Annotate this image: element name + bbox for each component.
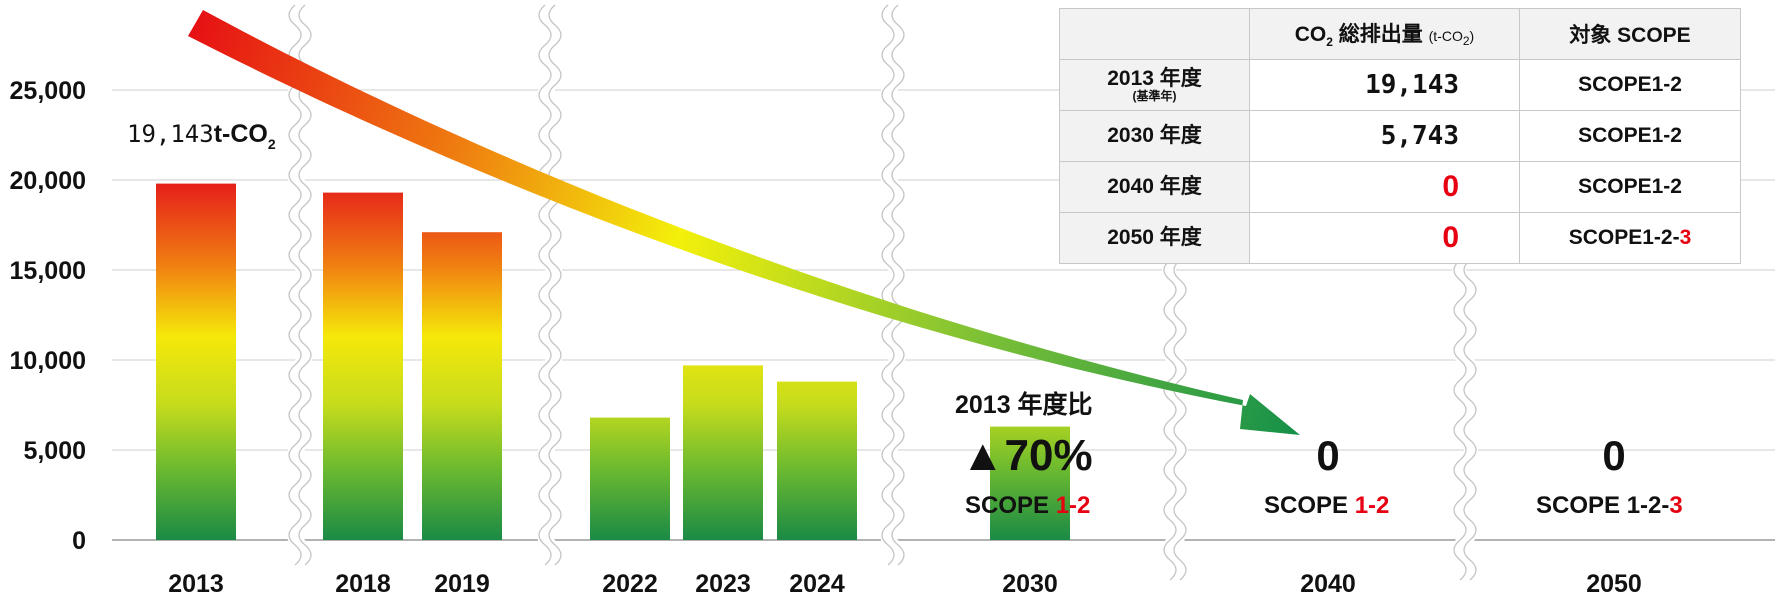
table-row: 2030 年度 5,743 SCOPE1-2 (1059, 110, 1741, 162)
x-label-2019: 2019 (434, 570, 490, 594)
svg-text:19,143t-CO2: 19,143t-CO2 (127, 120, 276, 152)
y-tick-label: 15,000 (10, 257, 86, 285)
table-row-value: 5,743 (1249, 110, 1520, 162)
svg-text:SCOPE 1-2-3: SCOPE 1-2-3 (1536, 492, 1683, 519)
target-2030-line2: ▲70% (961, 431, 1093, 480)
axis-break-line (298, 4, 312, 566)
table-row-value: 19,143 (1249, 59, 1520, 111)
x-label-2023: 2023 (695, 570, 751, 594)
table-header-emissions: CO2 総排出量 (t-CO2) (1249, 8, 1520, 60)
base-value: 19,143 (127, 120, 214, 148)
axis-break-line (1173, 259, 1187, 581)
target-2030-scope-red: 1-2 (1056, 492, 1091, 519)
target-2040-scope-red: 1-2 (1355, 492, 1390, 519)
base-unit: t-CO (214, 120, 268, 148)
bar-2018 (323, 192, 403, 540)
table-row-scope: SCOPE1-2 (1519, 59, 1741, 111)
y-tick-label: 25,000 (10, 77, 86, 105)
x-label-2013: 2013 (168, 570, 224, 594)
axis-break-gap (1162, 254, 1188, 586)
bar-2030 (990, 426, 1070, 540)
x-label-2022: 2022 (602, 570, 658, 594)
axis-break-gap (287, 0, 313, 571)
target-2050-value: 0 (1602, 432, 1625, 479)
bar-2024 (777, 381, 857, 540)
base-unit-sub: 2 (268, 136, 276, 152)
table-row-year: 2050 年度 (1059, 212, 1250, 264)
x-label-2018: 2018 (335, 570, 391, 594)
table-header-row: CO2 総排出量 (t-CO2) 対象 SCOPE (1059, 8, 1741, 60)
axis-break-line (1163, 259, 1177, 581)
x-label-2024: 2024 (789, 570, 845, 594)
x-axis-labels: 2013 2018 2019 2022 2023 2024 2030 2040 2050 (168, 570, 1642, 594)
x-label-2050: 2050 (1586, 570, 1642, 594)
bar-2013 (156, 183, 236, 540)
axis-break-line (1453, 259, 1467, 581)
table-row: 2040 年度 0 SCOPE1-2 (1059, 161, 1741, 213)
svg-text:SCOPE 1-2: SCOPE 1-2 (965, 492, 1090, 519)
table-row-scope: SCOPE1-2 (1519, 110, 1741, 162)
co2-summary-table: CO2 総排出量 (t-CO2) 対象 SCOPE 2013 年度 (基準年) 1… (1059, 8, 1741, 264)
target-2040-scope: SCOPE (1264, 492, 1355, 519)
axis-break-line (891, 4, 905, 566)
bar-2023 (683, 365, 763, 540)
axis-break-line (881, 4, 895, 566)
target-2050-annotation: 0 SCOPE 1-2-3 (1536, 432, 1683, 519)
table-row: 2050 年度 0 SCOPE1-2-3 (1059, 212, 1741, 264)
y-tick-label: 5,000 (23, 437, 86, 465)
table-row-scope: SCOPE1-2 (1519, 161, 1741, 213)
target-2030-annotation: 2013 年度比 ▲70% SCOPE 1-2 (955, 390, 1093, 519)
target-2050-scope-red: 3 (1669, 492, 1682, 519)
target-2040-annotation: 0 SCOPE 1-2 (1264, 432, 1389, 519)
axis-break-gap (880, 0, 906, 571)
axis-break-line (548, 4, 562, 566)
target-2040-value: 0 (1316, 432, 1339, 479)
table-row-year: 2030 年度 (1059, 110, 1250, 162)
target-2030-line1: 2013 年度比 (955, 390, 1093, 419)
axis-breaks (287, 0, 1478, 586)
table-row-year: 2013 年度 (基準年) (1059, 59, 1250, 111)
x-label-2040: 2040 (1300, 570, 1356, 594)
table-row-value: 0 (1249, 212, 1520, 264)
y-axis-ticks: 0 5,000 10,000 15,000 20,000 25,000 (10, 77, 86, 555)
table-header-scope: 対象 SCOPE (1519, 8, 1741, 60)
trend-arrow (188, 10, 1300, 435)
bar-2019 (422, 232, 502, 540)
base-year-annotation: 19,143t-CO2 (127, 120, 276, 152)
bar-2022 (590, 417, 670, 540)
axis-break-gap (1452, 254, 1478, 586)
y-tick-label: 10,000 (10, 347, 86, 375)
svg-text:SCOPE 1-2: SCOPE 1-2 (1264, 492, 1389, 519)
table-row-value: 0 (1249, 161, 1520, 213)
axis-break-gap (537, 0, 563, 571)
y-tick-label: 0 (72, 527, 86, 555)
axis-break-line (288, 4, 302, 566)
table-row-scope: SCOPE1-2-3 (1519, 212, 1741, 264)
axis-break-line (538, 4, 552, 566)
y-tick-label: 20,000 (10, 167, 86, 195)
bars (156, 183, 1070, 540)
table-row-year: 2040 年度 (1059, 161, 1250, 213)
target-2050-scope: SCOPE 1-2- (1536, 492, 1669, 519)
target-2030-scope: SCOPE (965, 492, 1056, 519)
table-row: 2013 年度 (基準年) 19,143 SCOPE1-2 (1059, 59, 1741, 111)
axis-break-line (1463, 259, 1477, 581)
x-label-2030: 2030 (1002, 570, 1058, 594)
table-header-blank (1059, 8, 1250, 60)
